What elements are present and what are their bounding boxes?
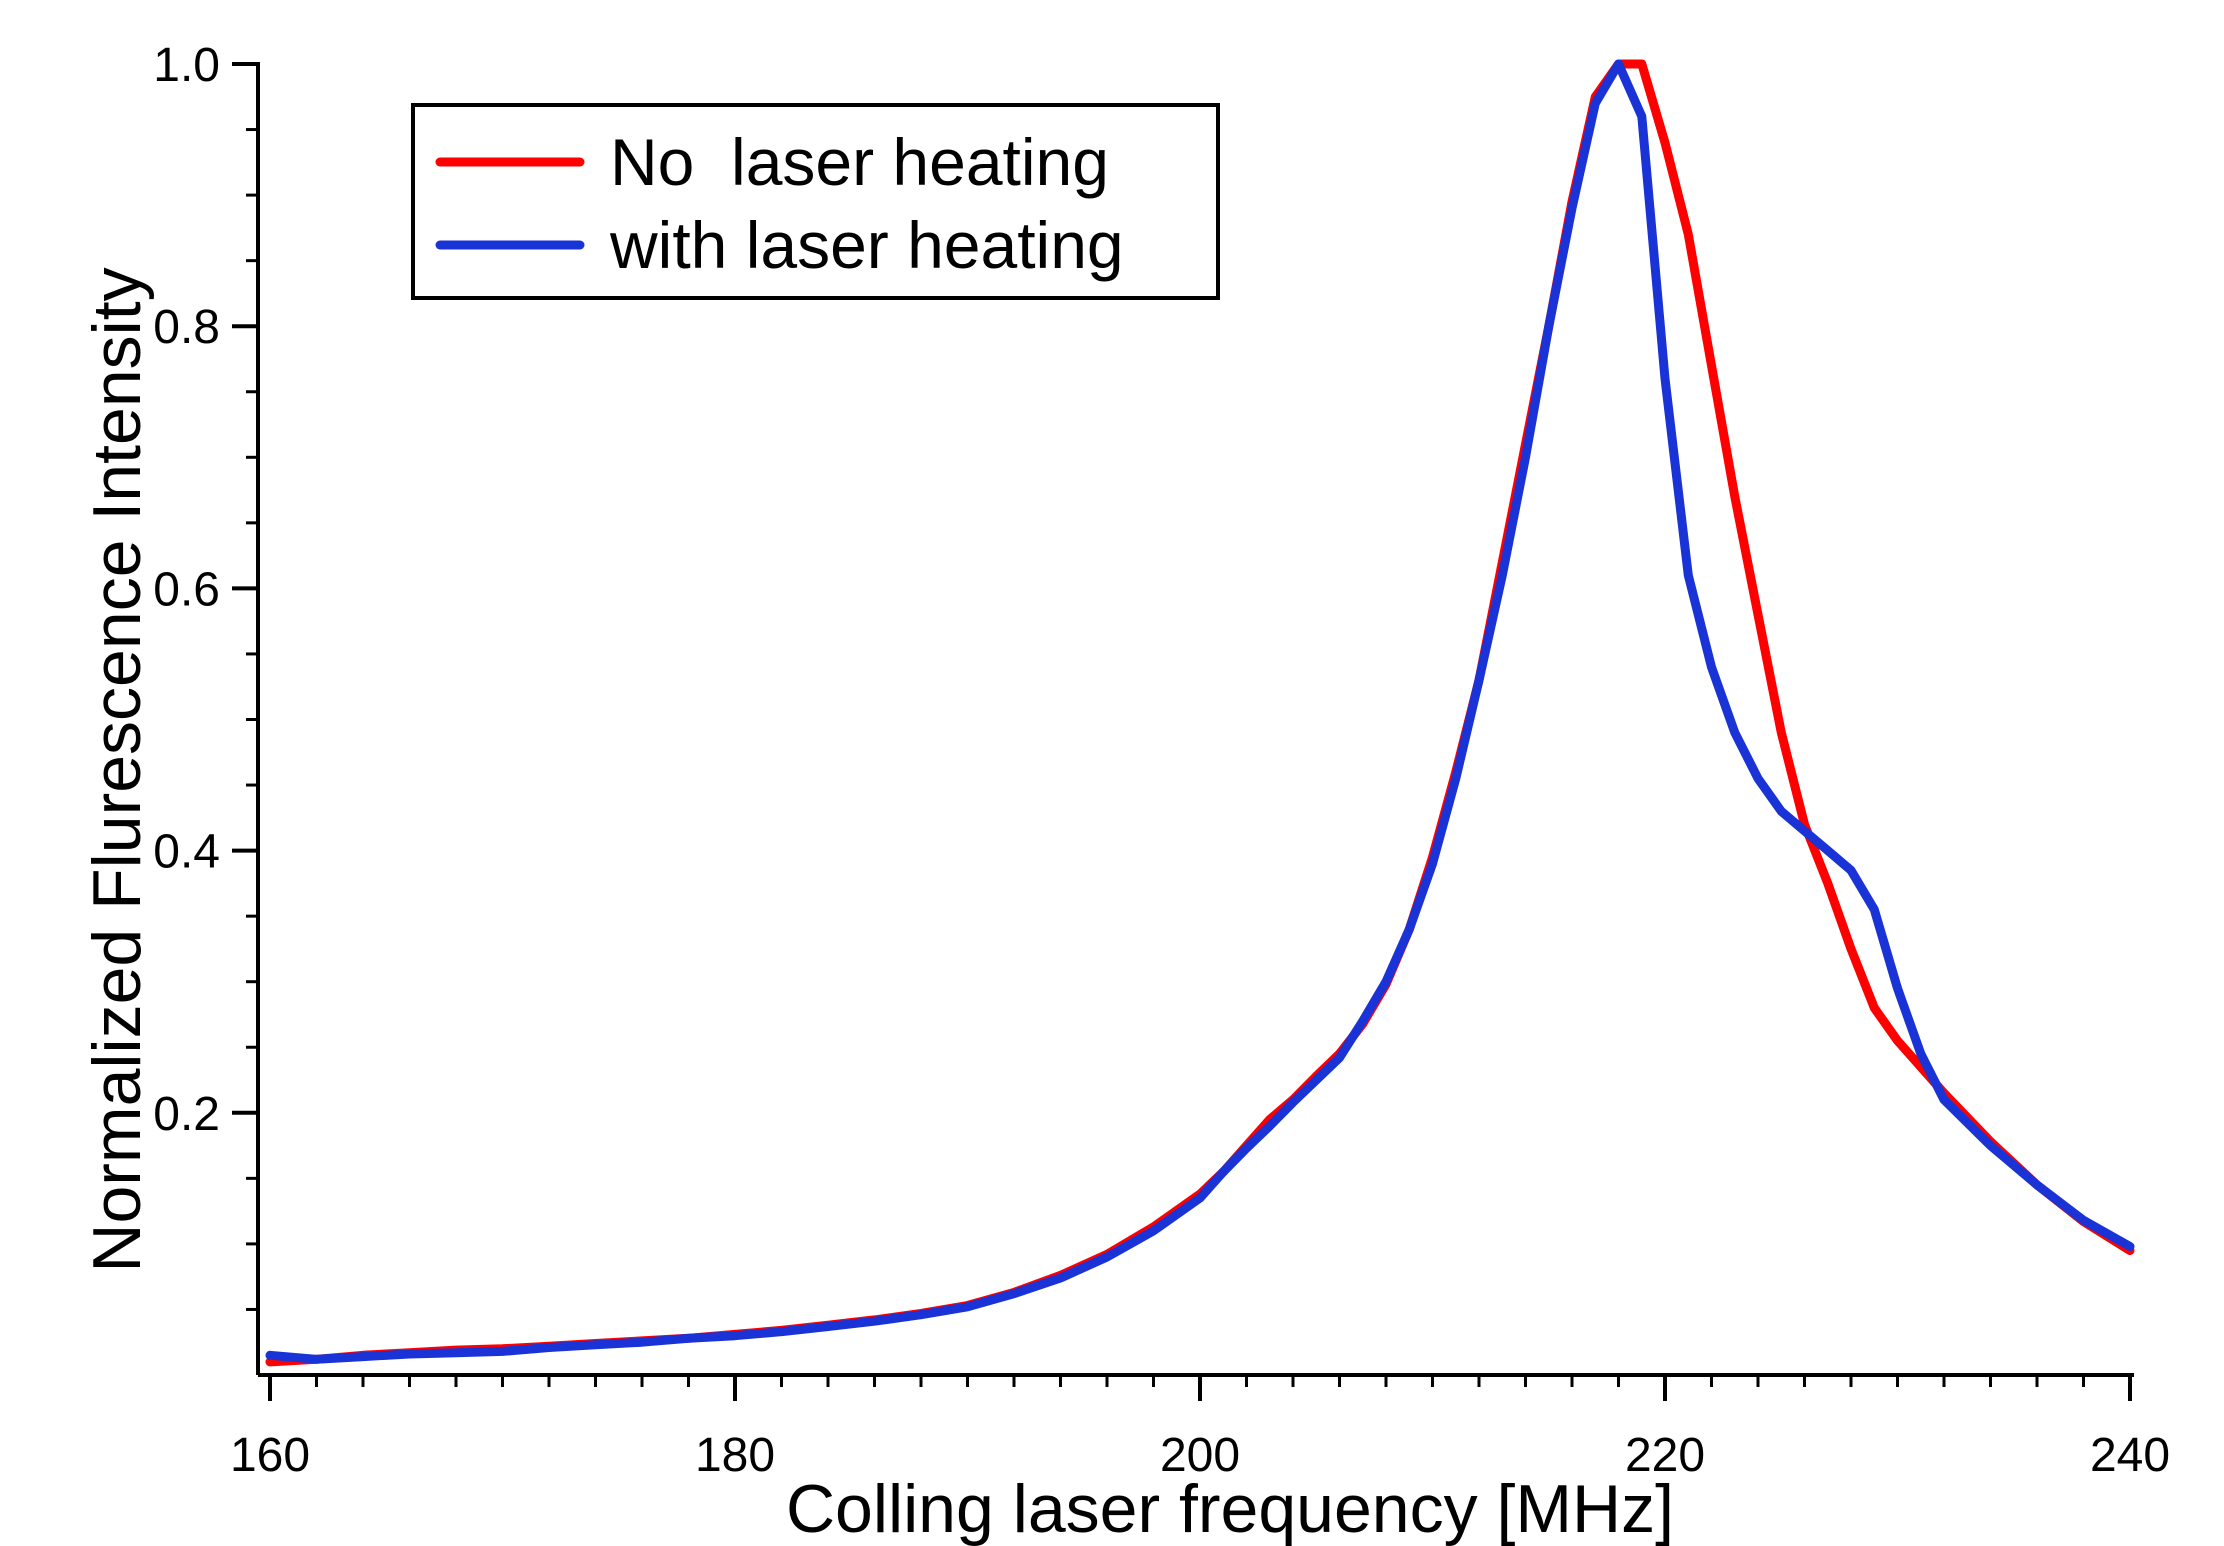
x-tick-label: 240 [2090,1429,2170,1482]
x-tick-label: 220 [1625,1429,1705,1482]
legend: No laser heating with laser heating [411,103,1220,300]
y-tick-label: 0.6 [153,563,220,616]
x-axis-title: Colling laser frequency [MHz] [786,1471,1674,1546]
x-tick-label: 160 [230,1429,310,1482]
legend-box [411,103,1220,300]
y-tick-label: 0.8 [153,301,220,354]
series-lines [265,59,2135,1367]
y-tick-label: 1.0 [153,39,220,92]
series-line-with-heating [265,59,2135,1364]
y-axis-title: Normalized Flurescence Intensity [79,267,155,1272]
x-ticks: 160 180 200 220 240 [230,1375,2170,1482]
y-tick-label: 0.4 [153,826,220,879]
x-tick-label: 180 [695,1429,775,1482]
y-ticks: 0.2 0.4 0.6 0.8 1.0 [153,39,258,1311]
x-tick-label: 200 [1160,1429,1240,1482]
legend-label-no-heating: No laser heating [610,125,1109,199]
y-tick-label: 0.2 [153,1088,220,1141]
legend-label-with-heating: with laser heating [609,208,1124,282]
